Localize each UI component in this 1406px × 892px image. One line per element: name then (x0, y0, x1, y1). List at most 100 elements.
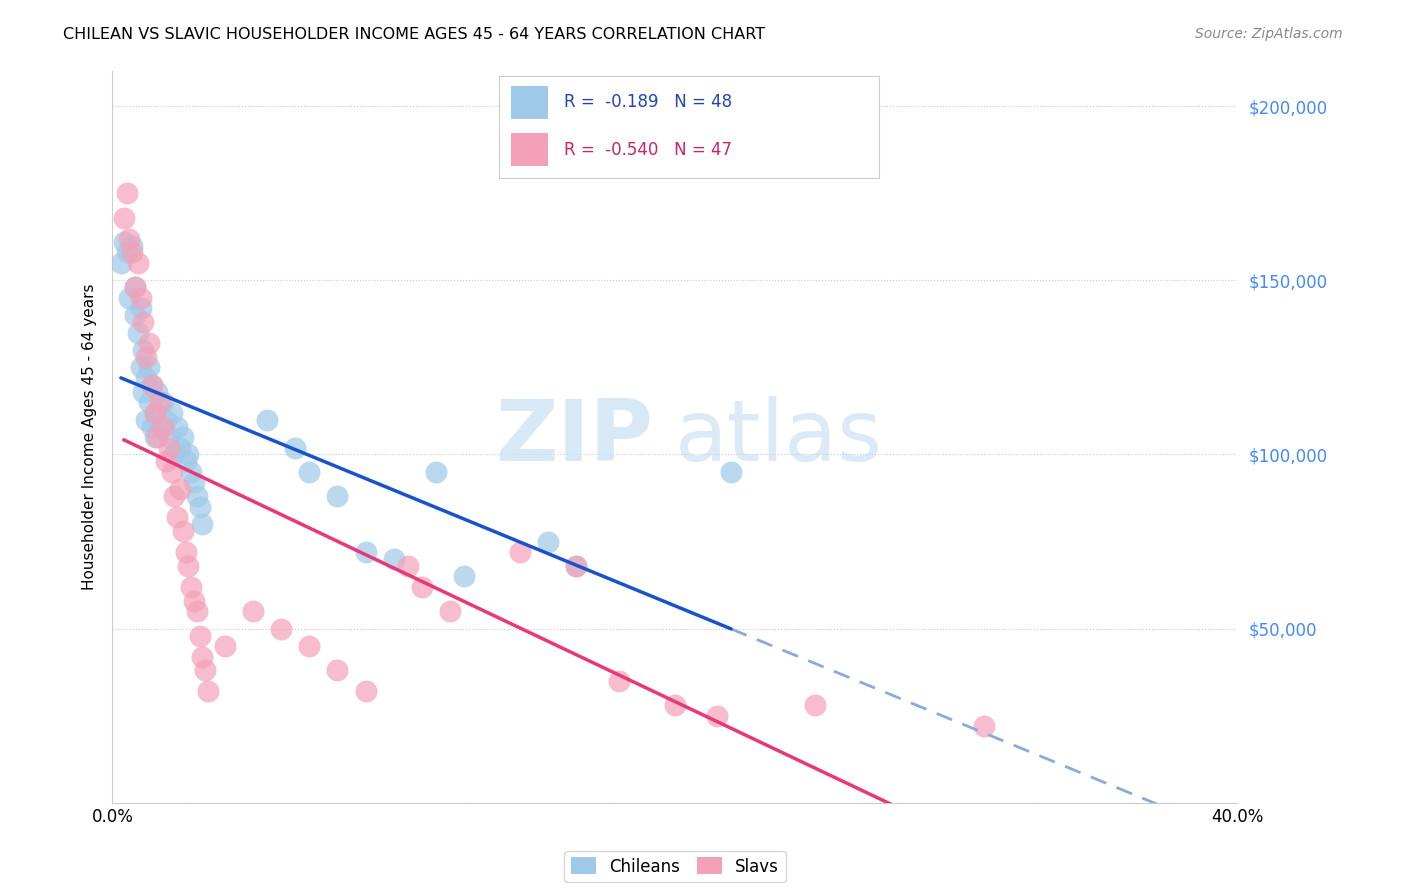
Point (804, 698, 827, 713)
Point (188, 500, 211, 514)
Point (706, 708, 728, 723)
Point (537, 534, 560, 549)
Point (160, 465, 183, 479)
Point (112, 211, 135, 225)
Point (152, 395, 174, 409)
Point (141, 377, 163, 392)
Point (143, 406, 166, 420)
Point (149, 419, 172, 434)
Point (177, 558, 200, 573)
Point (326, 489, 349, 503)
Point (146, 384, 169, 399)
Point (124, 280, 146, 294)
Point (191, 517, 214, 532)
Point (143, 430, 166, 444)
Point (284, 441, 307, 455)
Text: ZIP: ZIP (495, 395, 652, 479)
Point (169, 441, 191, 455)
Point (186, 604, 208, 618)
Point (166, 510, 188, 524)
Point (177, 448, 200, 462)
Y-axis label: Householder Income Ages 45 - 64 years: Householder Income Ages 45 - 64 years (82, 284, 97, 591)
Point (214, 639, 236, 653)
Point (183, 594, 205, 608)
Point (141, 377, 163, 392)
Text: R =  -0.540   N = 47: R = -0.540 N = 47 (564, 141, 731, 159)
Text: Source: ZipAtlas.com: Source: ZipAtlas.com (1195, 27, 1343, 41)
Point (186, 489, 208, 503)
Point (188, 629, 211, 643)
Point (973, 719, 995, 733)
Point (197, 684, 219, 698)
Point (112, 235, 135, 249)
Point (124, 308, 146, 322)
Point (166, 419, 188, 434)
Point (132, 343, 155, 357)
Point (129, 360, 152, 375)
FancyBboxPatch shape (499, 76, 879, 178)
Point (298, 639, 321, 653)
Point (138, 336, 160, 351)
Point (565, 558, 588, 573)
Point (135, 412, 157, 426)
FancyBboxPatch shape (510, 87, 548, 119)
Point (396, 558, 419, 573)
Point (194, 664, 217, 678)
Point (242, 604, 264, 618)
Point (174, 545, 197, 559)
Text: CHILEAN VS SLAVIC HOUSEHOLDER INCOME AGES 45 - 64 YEARS CORRELATION CHART: CHILEAN VS SLAVIC HOUSEHOLDER INCOME AGE… (63, 27, 765, 42)
Point (141, 419, 163, 434)
Point (127, 326, 149, 340)
Point (411, 580, 433, 594)
Point (183, 475, 205, 490)
Point (115, 245, 138, 260)
Point (270, 622, 292, 636)
Point (115, 186, 138, 201)
Point (180, 465, 202, 479)
Point (129, 291, 152, 305)
Point (298, 465, 321, 479)
Point (439, 604, 461, 618)
Point (163, 489, 186, 503)
Point (720, 465, 742, 479)
Point (163, 448, 186, 462)
Point (157, 441, 180, 455)
Point (157, 430, 180, 444)
Point (138, 395, 160, 409)
Point (607, 673, 630, 688)
Point (509, 545, 531, 559)
Point (160, 406, 183, 420)
Point (191, 649, 214, 664)
Point (121, 238, 143, 252)
Point (129, 301, 152, 316)
Point (124, 280, 146, 294)
Point (354, 684, 377, 698)
FancyBboxPatch shape (510, 133, 548, 166)
Point (138, 360, 160, 375)
Point (174, 454, 197, 468)
Point (149, 395, 172, 409)
Point (135, 350, 157, 364)
Point (118, 231, 141, 245)
Point (143, 406, 166, 420)
Point (155, 454, 177, 468)
Point (146, 430, 169, 444)
Point (382, 552, 405, 566)
Point (132, 315, 155, 329)
Point (152, 419, 174, 434)
Point (169, 483, 191, 497)
Point (172, 524, 194, 538)
Point (110, 256, 132, 270)
Point (118, 291, 141, 305)
Point (155, 412, 177, 426)
Point (664, 698, 686, 713)
Text: atlas: atlas (675, 395, 883, 479)
Point (135, 371, 157, 385)
Text: R =  -0.189   N = 48: R = -0.189 N = 48 (564, 94, 731, 112)
Point (326, 664, 349, 678)
Legend: Chileans, Slavs: Chileans, Slavs (564, 851, 786, 882)
Point (172, 430, 194, 444)
Point (565, 558, 588, 573)
Point (354, 545, 377, 559)
Point (121, 245, 143, 260)
